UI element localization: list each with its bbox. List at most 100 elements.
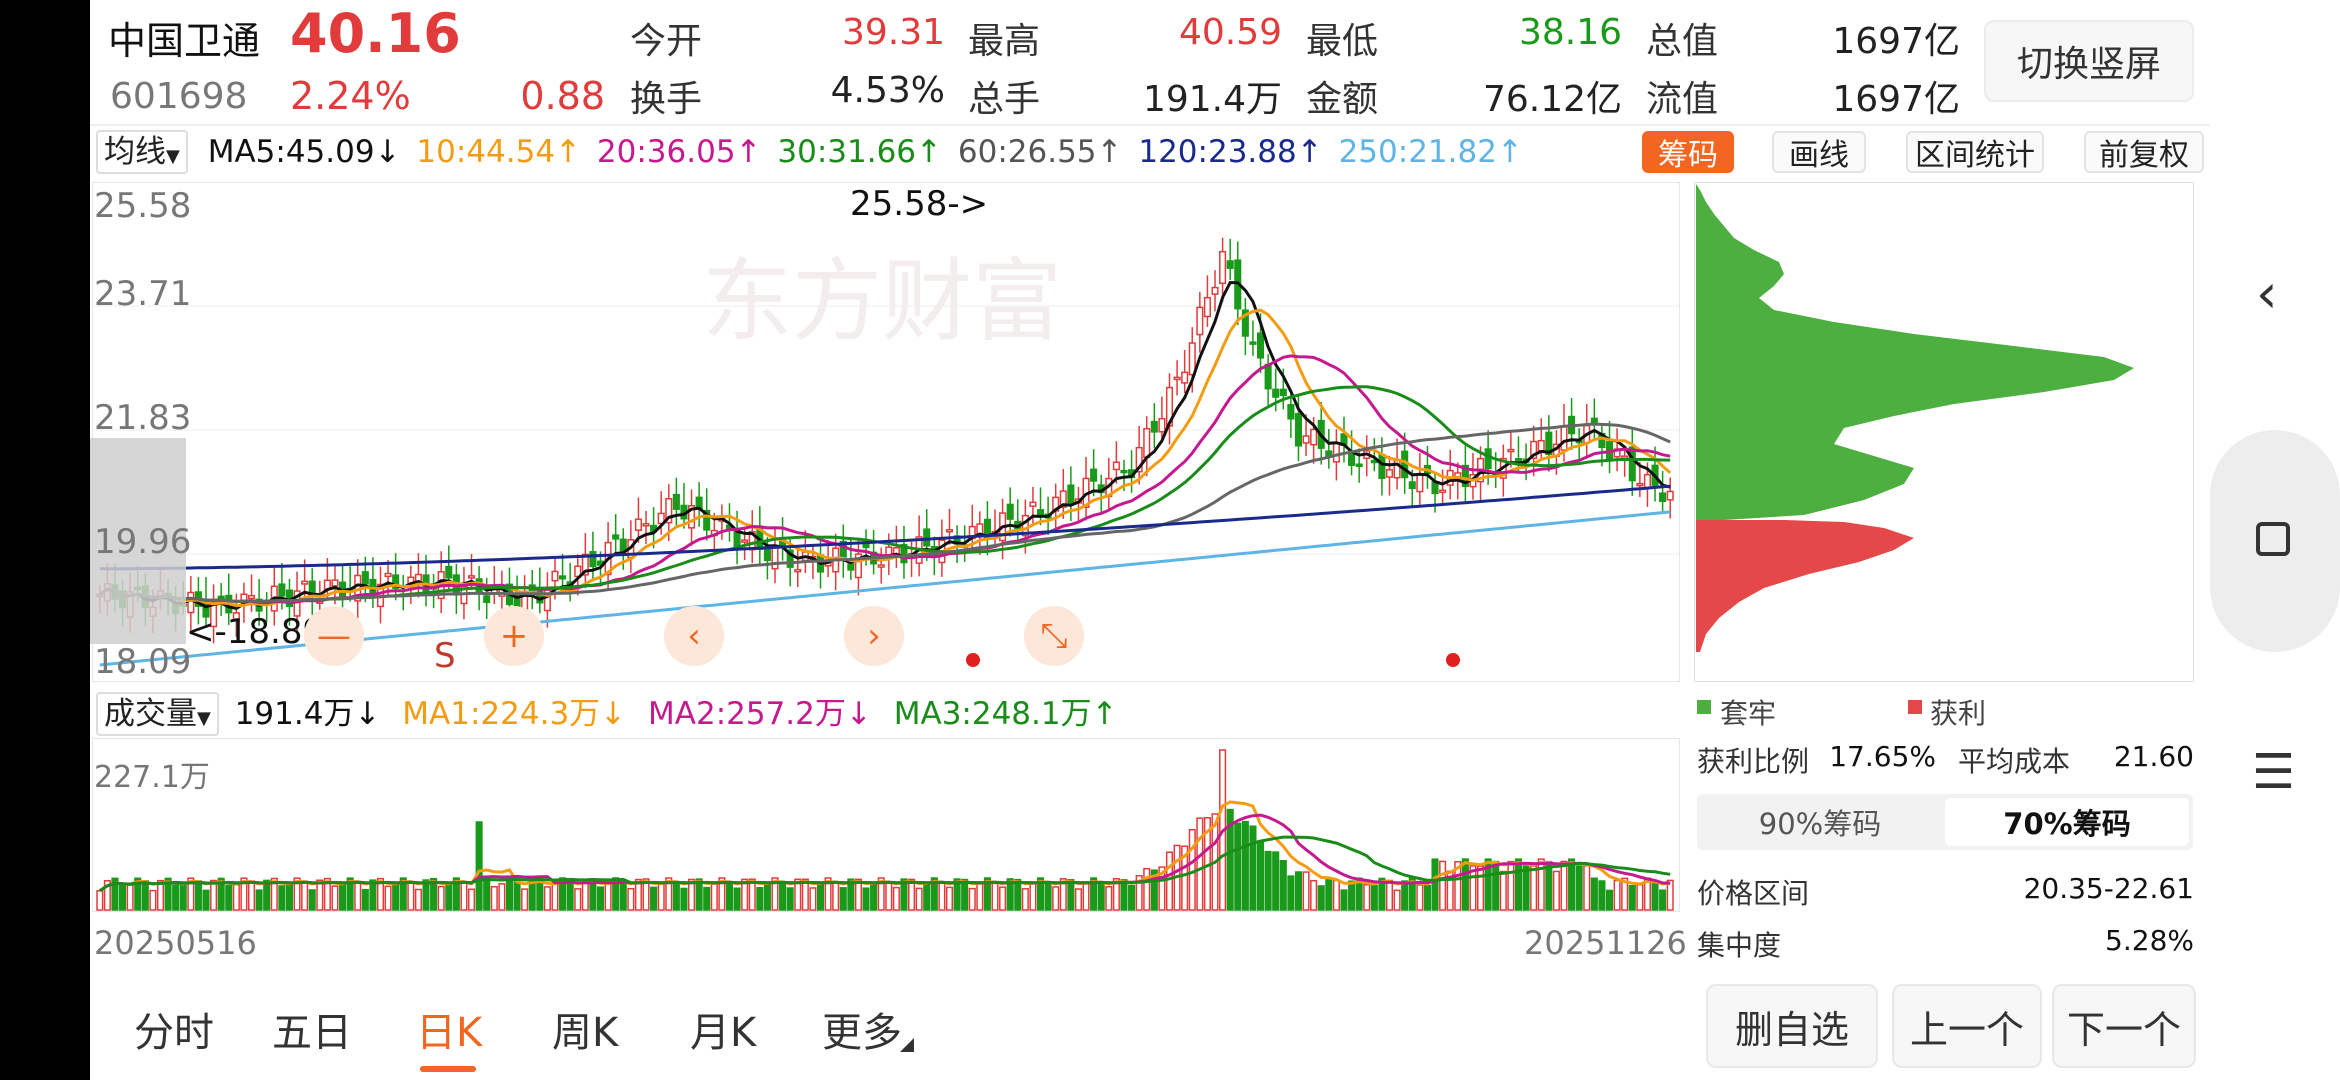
- volume-bar: [900, 878, 908, 911]
- volume-selector[interactable]: 成交量▼: [96, 692, 219, 736]
- candle-body: [1560, 425, 1568, 451]
- volume-bar: [1340, 889, 1348, 911]
- tab-five-day[interactable]: 五日: [272, 1010, 352, 1056]
- candle-body: [1355, 463, 1363, 467]
- scroll-left-button[interactable]: ‹: [664, 606, 724, 666]
- candle-body: [1181, 371, 1189, 384]
- volume-bar: [1461, 858, 1469, 911]
- candle-body: [1256, 332, 1265, 359]
- volume-bar: [111, 877, 119, 911]
- reset-view-button[interactable]: ⤡: [1024, 606, 1084, 666]
- candle-body: [665, 497, 673, 524]
- volume-bar: [619, 881, 627, 911]
- previous-stock-button[interactable]: 上一个: [1892, 984, 2042, 1068]
- range-stats-button[interactable]: 区间统计: [1906, 131, 2044, 173]
- volume-label: 总手: [968, 79, 1041, 120]
- profit-ratio-label: 获利比例: [1697, 745, 1810, 778]
- candle-body: [1332, 442, 1340, 463]
- candle-body: [278, 583, 286, 597]
- end-date: 20251126: [1524, 924, 1687, 962]
- candle-body: [1226, 260, 1234, 269]
- volume-chart[interactable]: [92, 738, 1680, 912]
- chips-button[interactable]: 筹码: [1642, 131, 1734, 173]
- switch-portrait-button[interactable]: 切换竖屏: [1984, 20, 2194, 102]
- change-amount: 0.88: [520, 74, 605, 118]
- profit-ratio-value: 17.65%: [1829, 740, 1936, 773]
- scroll-right-button[interactable]: ›: [844, 606, 904, 666]
- volume-bar: [930, 877, 938, 911]
- volume-bar: [331, 885, 339, 911]
- price-axis-3: 21.83: [94, 398, 192, 438]
- adjust-button[interactable]: 前复权: [2084, 131, 2204, 173]
- trapped-legend-label: 套牢: [1720, 697, 1777, 730]
- mcap-label: 总值: [1646, 21, 1719, 62]
- profit-legend-label: 获利: [1930, 697, 1987, 730]
- avg-cost-value: 21.60: [2113, 740, 2194, 773]
- concentration-value: 5.28%: [2105, 924, 2194, 957]
- chip-distribution-chart: [1694, 182, 2194, 682]
- volume-bar: [1575, 865, 1583, 911]
- zoom-out-button[interactable]: —: [304, 606, 364, 666]
- draw-line-button[interactable]: 画线: [1772, 131, 1866, 173]
- candle-body: [619, 538, 627, 552]
- chip-90-tab[interactable]: 90%筹码: [1758, 807, 1882, 841]
- volume-bar: [1545, 860, 1553, 911]
- volume-bar: [1021, 888, 1029, 911]
- back-icon[interactable]: ‹: [2256, 262, 2278, 325]
- ma-selector[interactable]: 均线▼: [96, 130, 188, 174]
- home-icon[interactable]: [2256, 522, 2290, 556]
- volume-bar: [225, 884, 233, 911]
- high-value: 40.59: [1178, 12, 1282, 53]
- remove-watchlist-button[interactable]: 删自选: [1706, 984, 1878, 1068]
- chip-70-tab[interactable]: 70%筹码: [1945, 798, 2189, 846]
- volume-bar: [718, 877, 726, 911]
- tab-more[interactable]: 更多: [822, 1010, 902, 1056]
- volume-bar: [862, 887, 870, 911]
- volume-bar: [1264, 850, 1272, 911]
- tab-monthly-k[interactable]: 月K: [690, 1010, 757, 1056]
- ma10-value: 10:44.54↑: [416, 134, 582, 170]
- ma20-value: 20:36.05↑: [596, 134, 762, 170]
- candle-body: [1036, 509, 1045, 516]
- price-range-value: 20.35-22.61: [2023, 872, 2194, 905]
- tab-intraday[interactable]: 分时: [134, 1010, 214, 1056]
- ma60-value: 60:26.55↑: [957, 134, 1123, 170]
- volume-bar: [437, 885, 445, 911]
- menu-icon[interactable]: ☰: [2252, 744, 2296, 800]
- volume-bar: [384, 885, 392, 911]
- candle-body: [1173, 376, 1181, 381]
- ma30-text: 30:31.66: [777, 134, 917, 170]
- volume-bar: [1135, 874, 1143, 911]
- price-chart[interactable]: 东方财富: [92, 182, 1680, 682]
- vol-ma2: MA2:257.2万↓: [648, 696, 872, 732]
- tab-daily-k[interactable]: 日K: [416, 1010, 483, 1056]
- candle-body: [1302, 435, 1310, 444]
- high-label: 最高: [968, 21, 1041, 62]
- candle-body: [900, 544, 908, 564]
- zoom-in-button[interactable]: +: [484, 606, 544, 666]
- scroll-handle[interactable]: [90, 438, 186, 644]
- volume-bar: [559, 877, 567, 911]
- volume-ma3-line: [98, 835, 1671, 893]
- candle-body: [794, 568, 802, 573]
- candle-body: [217, 595, 225, 600]
- volume-value: 191.4万: [1142, 79, 1282, 120]
- tab-weekly-k[interactable]: 周K: [552, 1010, 619, 1056]
- vol-ma2-text: MA2:257.2万: [648, 696, 846, 732]
- left-black-bar: [0, 0, 90, 1080]
- ma60-line: [98, 422, 1671, 604]
- volume-bar: [1477, 865, 1485, 911]
- volume-bar: [1605, 889, 1614, 911]
- more-dropdown-icon: [900, 1038, 914, 1052]
- volume-bar: [490, 885, 498, 911]
- volume-bar: [650, 886, 658, 911]
- start-date: 20250516: [94, 924, 257, 962]
- candle-body: [1006, 503, 1014, 520]
- volume-bar: [414, 888, 422, 911]
- volume-bar: [513, 881, 521, 911]
- volume-bar: [1659, 889, 1667, 911]
- event-dot: [966, 653, 980, 667]
- vol-ma1: MA1:224.3万↓: [402, 696, 627, 732]
- next-stock-button[interactable]: 下一个: [2052, 984, 2196, 1068]
- volume-bar: [1621, 877, 1629, 911]
